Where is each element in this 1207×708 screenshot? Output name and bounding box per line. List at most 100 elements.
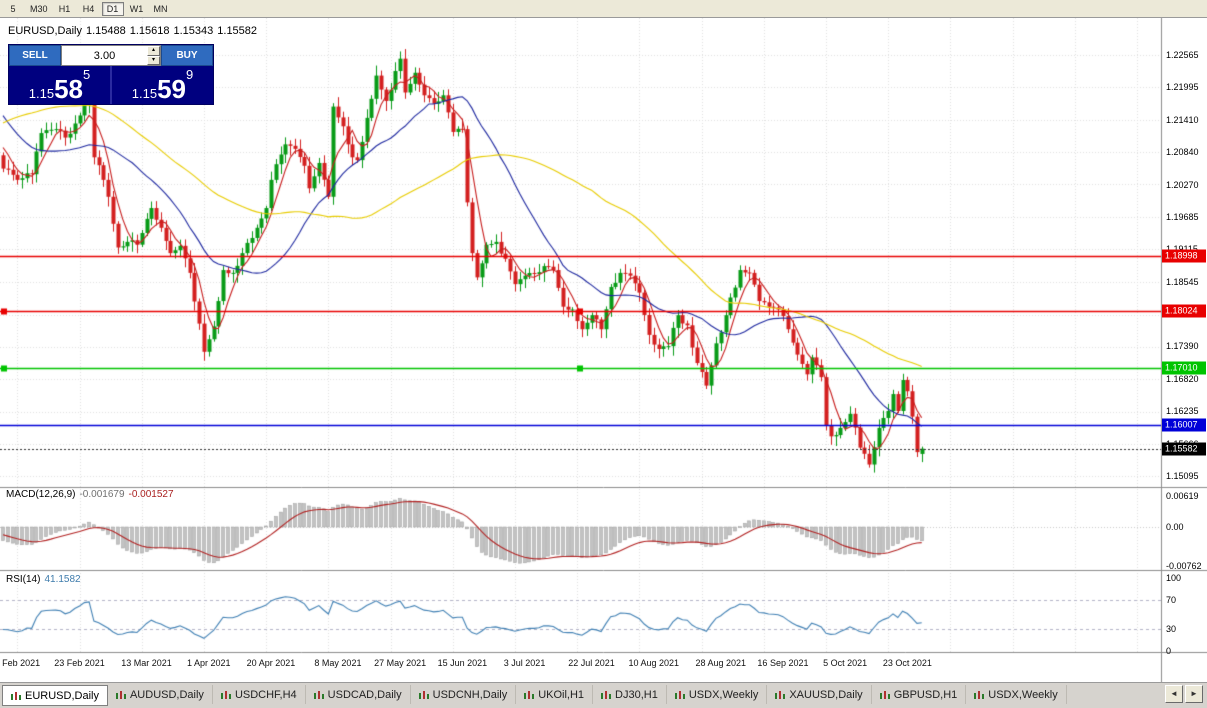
macd-name: MACD(12,26,9) bbox=[6, 489, 76, 500]
chart-tab-icon bbox=[115, 690, 126, 700]
chart-tab-icon bbox=[601, 690, 612, 700]
sell-price-big: 58 bbox=[54, 74, 83, 104]
date-axis-label: 5 Oct 2021 bbox=[823, 658, 868, 668]
chart-tab-audusd-daily[interactable]: AUDUSD,Daily bbox=[108, 685, 213, 704]
price-axis-label: 1.16820 bbox=[1166, 373, 1199, 384]
rsi-name: RSI(14) bbox=[6, 574, 41, 585]
chart-tab-bar: EURUSD,Daily AUDUSD,Daily USDCHF,H4 USDCAD,… bbox=[0, 682, 1207, 708]
volume-down-button[interactable]: ▾ bbox=[147, 55, 160, 65]
chart-tab-eurusd-daily[interactable]: EURUSD,Daily bbox=[2, 685, 108, 706]
chart-tab-usdcnh-daily[interactable]: USDCNH,Daily bbox=[411, 685, 517, 704]
timeframe-button-5[interactable]: 5 bbox=[2, 2, 24, 16]
timeframe-button-D1[interactable]: D1 bbox=[101, 1, 124, 16]
macd-indicator-label: MACD(12,26,9) -0.001679 -0.001527 bbox=[6, 489, 174, 500]
chart-tab-dj30-h1[interactable]: DJ30,H1 bbox=[593, 685, 667, 704]
symbol-period-label: EURUSD,Daily bbox=[8, 25, 82, 37]
date-axis-label: 22 Jul 2021 bbox=[568, 658, 615, 668]
rsi-indicator-label: RSI(14) 41.1582 bbox=[6, 574, 81, 585]
hline-price-tag: 1.16007 bbox=[1162, 418, 1206, 432]
chart-tab-icon bbox=[775, 690, 786, 700]
price-divider bbox=[110, 66, 112, 104]
chart-tab-gbpusd-h1[interactable]: GBPUSD,H1 bbox=[872, 685, 967, 704]
buy-price-big: 59 bbox=[157, 74, 186, 104]
date-axis-label: 23 Feb 2021 bbox=[54, 658, 105, 668]
macd-main-value: -0.001679 bbox=[79, 489, 125, 500]
buy-price-base: 1.15 bbox=[131, 86, 158, 101]
timeframe-button-W1[interactable]: W1 bbox=[126, 2, 148, 16]
chart-tab-label: USDX,Weekly bbox=[988, 688, 1058, 701]
chart-tab-icon bbox=[879, 690, 890, 700]
tabs-scroll-right-button[interactable]: ► bbox=[1185, 685, 1203, 703]
date-axis-label: 15 Jun 2021 bbox=[437, 658, 488, 668]
close-value: 1.15582 bbox=[217, 25, 258, 37]
hline-price-tag: 1.18998 bbox=[1162, 249, 1206, 263]
price-axis-label: 1.21410 bbox=[1166, 114, 1199, 125]
chart-tab-icon bbox=[524, 690, 535, 700]
chart-tab-icon bbox=[313, 690, 324, 700]
rsi-axis-label: 70 bbox=[1166, 594, 1177, 605]
price-axis-label: 1.15095 bbox=[1166, 470, 1199, 481]
timeframe-button-MN[interactable]: MN bbox=[150, 2, 172, 16]
volume-up-button[interactable]: ▴ bbox=[147, 46, 160, 56]
chart-tab-label: USDCHF,H4 bbox=[234, 688, 297, 701]
date-axis-label: 16 Sep 2021 bbox=[757, 658, 809, 668]
hline-price-tag: 1.18024 bbox=[1162, 304, 1206, 318]
macd-axis-label: 0.00619 bbox=[1166, 490, 1199, 501]
rsi-axis-label: 0 bbox=[1166, 646, 1172, 656]
current-price-tag: 1.15582 bbox=[1162, 442, 1206, 456]
date-axis-label: 4 Feb 2021 bbox=[0, 658, 41, 668]
price-axis-label: 1.19685 bbox=[1166, 211, 1199, 222]
chart-tab-label: AUDUSD,Daily bbox=[129, 688, 204, 701]
date-axis-label: 1 Apr 2021 bbox=[186, 658, 231, 668]
chart-tab-label: XAUUSD,Daily bbox=[789, 688, 863, 701]
chart-canvas[interactable] bbox=[0, 18, 1207, 682]
tab-navigation: ◄ ► bbox=[1165, 685, 1203, 703]
chart-tab-label: DJ30,H1 bbox=[615, 688, 658, 701]
sell-price-base: 1.15 bbox=[28, 86, 55, 101]
chart-tab-icon bbox=[674, 690, 685, 700]
macd-axis-label: 0.00 bbox=[1166, 522, 1184, 532]
date-axis-label: 28 Aug 2021 bbox=[695, 658, 747, 668]
date-axis-label: 23 Oct 2021 bbox=[882, 658, 932, 668]
sell-price-panel[interactable]: 1.15 58 5 bbox=[9, 66, 110, 104]
price-axis-label: 1.18545 bbox=[1166, 276, 1199, 287]
high-value: 1.15618 bbox=[129, 25, 170, 37]
chart-tab-icon bbox=[11, 691, 21, 701]
buy-price-panel[interactable]: 1.15 59 9 bbox=[112, 66, 213, 104]
tabs-scroll-left-button[interactable]: ◄ bbox=[1165, 685, 1183, 703]
chart-tab-label: USDCNH,Daily bbox=[432, 688, 508, 701]
price-axis-label: 1.22565 bbox=[1166, 50, 1199, 60]
chart-tab-label: EURUSD,Daily bbox=[25, 689, 99, 702]
timeframe-button-H4[interactable]: H4 bbox=[78, 2, 100, 16]
chart-tab-xauusd-daily[interactable]: XAUUSD,Daily bbox=[767, 685, 872, 704]
date-axis-label: 8 May 2021 bbox=[314, 658, 362, 668]
chart-tab-usdx-weekly[interactable]: USDX,Weekly bbox=[966, 685, 1067, 704]
chart-tab-ukoil-h1[interactable]: UKOil,H1 bbox=[516, 685, 594, 704]
timeframe-button-H1[interactable]: H1 bbox=[54, 2, 76, 16]
buy-button[interactable]: BUY bbox=[161, 45, 213, 66]
volume-field[interactable]: ▴ ▾ bbox=[61, 45, 161, 66]
timeframe-button-M30[interactable]: M30 bbox=[26, 2, 52, 16]
chart-tab-label: GBPUSD,H1 bbox=[893, 688, 958, 701]
date-axis-label: 13 Mar 2021 bbox=[121, 658, 172, 668]
date-axis-label: 27 May 2021 bbox=[374, 658, 427, 668]
chart-tab-label: USDCAD,Daily bbox=[327, 688, 402, 701]
price-axis-label: 1.20840 bbox=[1166, 147, 1199, 158]
chart-tab-usdx-weekly[interactable]: USDX,Weekly bbox=[667, 685, 768, 704]
price-axis-label: 1.16235 bbox=[1166, 406, 1199, 417]
rsi-axis-label: 30 bbox=[1166, 624, 1177, 635]
date-axis-label: 10 Aug 2021 bbox=[628, 658, 680, 668]
sell-button[interactable]: SELL bbox=[9, 45, 61, 66]
price-axis-label: 1.17390 bbox=[1166, 341, 1199, 352]
volume-input[interactable] bbox=[62, 46, 147, 65]
chart-tab-label: UKOil,H1 bbox=[538, 688, 585, 701]
date-axis-label: 3 Jul 2021 bbox=[503, 658, 546, 668]
chart-tab-icon bbox=[220, 690, 231, 700]
rsi-value: 41.1582 bbox=[44, 574, 81, 585]
low-value: 1.15343 bbox=[173, 25, 214, 37]
date-axis-label: 20 Apr 2021 bbox=[246, 658, 296, 668]
price-axis-label: 1.20270 bbox=[1166, 179, 1199, 190]
chart-tab-usdcad-daily[interactable]: USDCAD,Daily bbox=[306, 685, 411, 704]
chart-tab-usdchf-h4[interactable]: USDCHF,H4 bbox=[213, 685, 306, 704]
